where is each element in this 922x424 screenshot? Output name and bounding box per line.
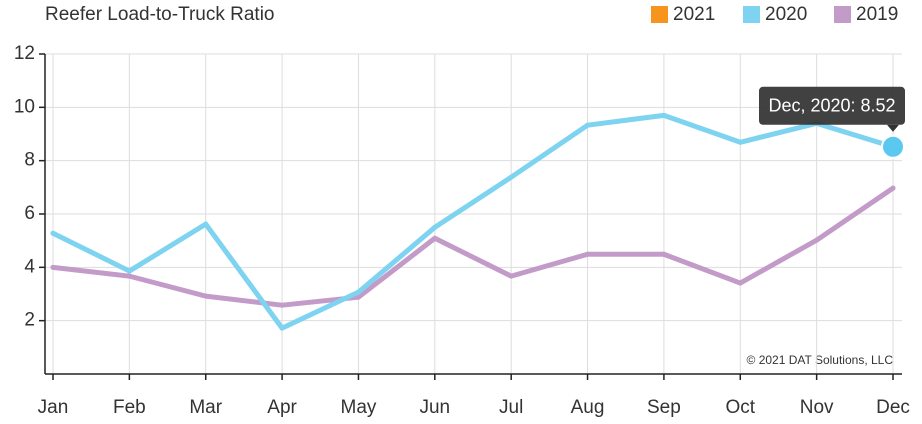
x-tick-label: Feb	[113, 397, 146, 418]
tooltip: Dec, 2020: 8.52	[759, 86, 905, 132]
x-tick-label: Nov	[800, 397, 834, 418]
legend-swatch	[743, 6, 760, 23]
point	[585, 122, 591, 128]
point	[737, 280, 743, 286]
point	[432, 224, 438, 230]
point	[50, 264, 56, 270]
point	[203, 221, 209, 227]
point	[585, 251, 591, 257]
point	[355, 294, 361, 300]
point	[203, 293, 209, 299]
y-tick-label: 6	[24, 203, 35, 224]
y-tick-label: 4	[24, 256, 35, 277]
x-tick-label: Oct	[725, 397, 755, 418]
x-tick-label: Sep	[647, 397, 681, 418]
point	[508, 273, 514, 279]
point	[279, 302, 285, 308]
point	[661, 112, 667, 118]
point	[126, 268, 132, 274]
point	[50, 230, 56, 236]
tooltip-arrow	[887, 124, 899, 132]
tooltip-text: Dec, 2020: 8.52	[768, 96, 895, 116]
legend-label: 2020	[765, 4, 807, 25]
x-tick-label: Dec	[876, 397, 910, 418]
series-line	[50, 185, 896, 308]
y-tick-label: 8	[24, 150, 35, 171]
series-line	[50, 112, 896, 331]
legend-label: 2019	[856, 4, 898, 25]
x-tick-label: Apr	[267, 397, 297, 418]
point	[814, 237, 820, 243]
x-tick-label: Jun	[419, 397, 450, 418]
legend-label: 2021	[673, 4, 715, 25]
y-tick-label: 12	[14, 43, 35, 64]
point	[126, 273, 132, 279]
point	[279, 325, 285, 331]
y-tick-label: 2	[24, 310, 35, 331]
y-tick-label: 10	[14, 96, 35, 117]
point	[890, 185, 896, 191]
copyright: © 2021 DAT Solutions, LLC	[747, 353, 894, 367]
x-tick-label: May	[341, 397, 377, 418]
tooltip-box	[759, 86, 905, 125]
highlight-point	[881, 134, 905, 159]
point	[355, 289, 361, 295]
legend-swatch	[651, 6, 668, 23]
point	[508, 174, 514, 180]
point	[432, 235, 438, 241]
x-tick-label: Jan	[38, 397, 69, 418]
chart-title: Reefer Load-to-Truck Ratio	[45, 4, 275, 25]
legend-swatch	[834, 6, 851, 23]
x-tick-label: Jul	[499, 397, 523, 418]
x-tick-label: Mar	[189, 397, 222, 418]
point	[661, 251, 667, 257]
point	[737, 139, 743, 145]
x-tick-label: Aug	[571, 397, 605, 418]
